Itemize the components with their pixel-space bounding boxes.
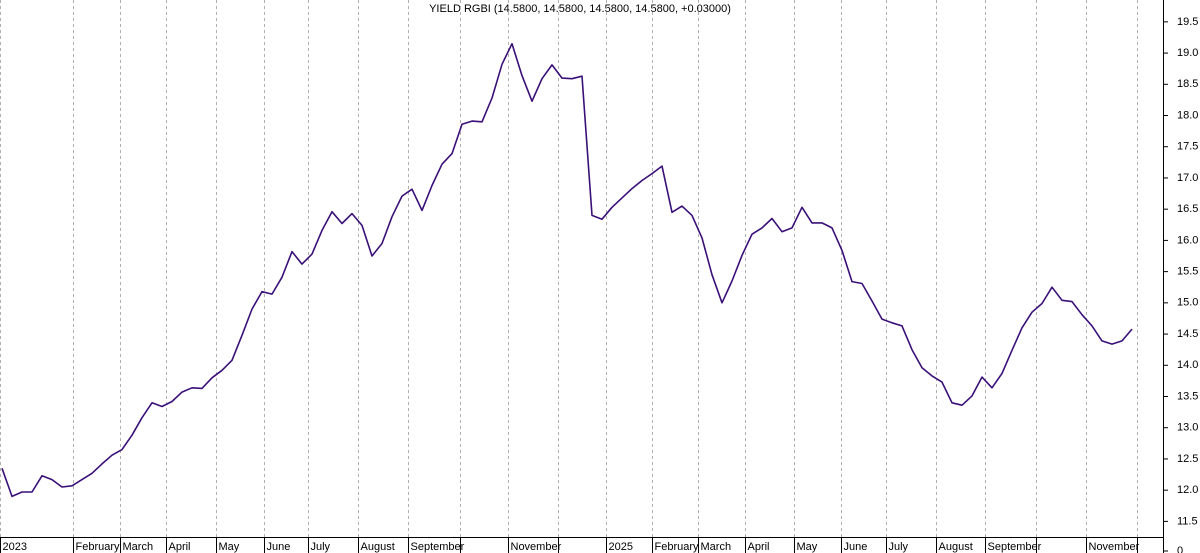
x-tick-label: February [76, 541, 121, 553]
y-tick-label: 17.5 [1177, 141, 1198, 153]
x-tick-label: February [655, 541, 700, 553]
y-tick-label: 0 [1177, 545, 1183, 553]
x-tick-label: May [797, 541, 818, 553]
x-tick-label: November [1089, 541, 1140, 553]
y-tick-label: 14.0 [1177, 359, 1198, 371]
x-tick-label: June [844, 541, 868, 553]
y-tick-label: 12.5 [1177, 453, 1198, 465]
y-tick-label: 18.5 [1177, 78, 1198, 90]
y-tick-label: 13.0 [1177, 422, 1198, 434]
y-tick-label: 16.0 [1177, 234, 1198, 246]
y-tick-label: 17.0 [1177, 172, 1198, 184]
chart-title: YIELD RGBI (14.5800, 14.5800, 14.5800, 1… [429, 3, 731, 15]
x-tick-label: September [411, 541, 465, 553]
x-tick-label: 2025 [609, 541, 633, 553]
y-tick-label: 19.0 [1177, 47, 1198, 59]
y-tick-label: 14.5 [1177, 328, 1198, 340]
y-tick-label: 12.0 [1177, 484, 1198, 496]
x-tick-label: March [123, 541, 154, 553]
x-tick-label: August [939, 541, 973, 553]
x-tick-label: 2023 [3, 541, 27, 553]
x-tick-label: November [511, 541, 562, 553]
price-line [1, 42, 1133, 498]
y-tick-label: 11.5 [1177, 515, 1198, 527]
y-tick-label: 13.5 [1177, 390, 1198, 402]
x-tick-label: April [169, 541, 191, 553]
x-tick-label: August [361, 541, 395, 553]
x-tick-label: May [219, 541, 240, 553]
x-tick-label: September [988, 541, 1042, 553]
x-tick-label: July [311, 541, 331, 553]
y-tick-label: 16.5 [1177, 203, 1198, 215]
x-tick-label: July [889, 541, 909, 553]
y-tick-label: 15.0 [1177, 297, 1198, 309]
y-tick-label: 18.0 [1177, 109, 1198, 121]
y-tick-label: 15.5 [1177, 266, 1198, 278]
x-tick-label: April [748, 541, 770, 553]
x-tick-label: June [267, 541, 291, 553]
x-tick-label: March [701, 541, 732, 553]
y-tick-label: 19.5 [1177, 16, 1198, 28]
